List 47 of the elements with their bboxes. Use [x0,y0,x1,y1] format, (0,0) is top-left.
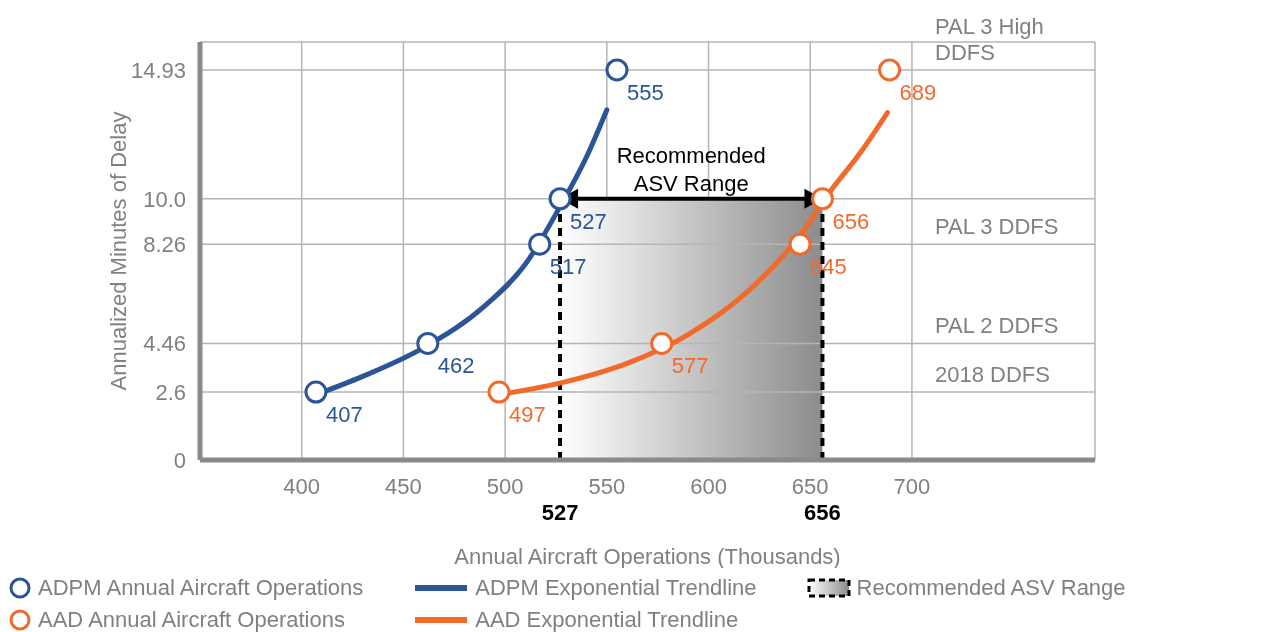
point [548,187,572,211]
annotation: 517 [549,254,587,280]
legend-label: ADPM Exponential Trendline [475,575,757,601]
ref-line-label: PAL 3 High DDFS [935,13,1044,65]
legend-label: AAD Annual Aircraft Operations [38,607,345,632]
annotation: 689 [899,79,937,105]
annotation: 527 [570,208,607,234]
legend-label: AAD Exponential Trendline [475,607,739,632]
annotation: 555 [626,79,664,105]
x-tick-label: 550 [588,473,626,499]
point [878,58,902,82]
x-tick-label: 400 [283,473,321,499]
point [605,58,629,82]
y-tick-label: 2.6 [155,379,186,405]
point [650,331,674,355]
y-tick-label: 8.26 [143,232,186,258]
legend-label: ADPM Annual Aircraft Operations [38,575,364,601]
ref-line-label: PAL 2 DDFS [935,313,1059,339]
annotation: 645 [810,254,847,280]
y-axis-title: Annualized Minutes of Delay [105,111,131,391]
annotation: 577 [671,353,709,379]
point [528,232,552,256]
y-tick-label: 10.0 [143,186,186,212]
annotation: Recommended ASV Range [616,142,766,196]
x-tick-label: 500 [486,473,524,499]
point [788,232,812,256]
x-tick-label: 650 [791,473,829,499]
x-tick-label: 700 [893,473,931,499]
x-tick-label: 450 [385,473,422,499]
ref-line-label: 2018 DDFS [935,362,1050,388]
annotation: 497 [509,402,546,428]
annotation: 656 [832,208,870,234]
y-tick-label: 4.46 [143,331,186,357]
x-tick-label: 600 [690,473,727,499]
legend-label: Recommended ASV Range [856,575,1126,601]
ref-line-label: PAL 3 DDFS [935,214,1059,240]
x-axis-title: Annual Aircraft Operations (Thousands) [454,544,841,569]
point [304,380,328,404]
point [416,331,440,355]
ref-line-label: 656 [804,500,841,525]
annotation: 462 [437,353,475,379]
annotation: 407 [325,402,363,428]
point [810,187,834,211]
ref-line-label: 527 [541,500,579,525]
y-tick-label: 0 [173,447,186,473]
point [487,380,511,404]
y-tick-label: 14.93 [130,57,186,83]
